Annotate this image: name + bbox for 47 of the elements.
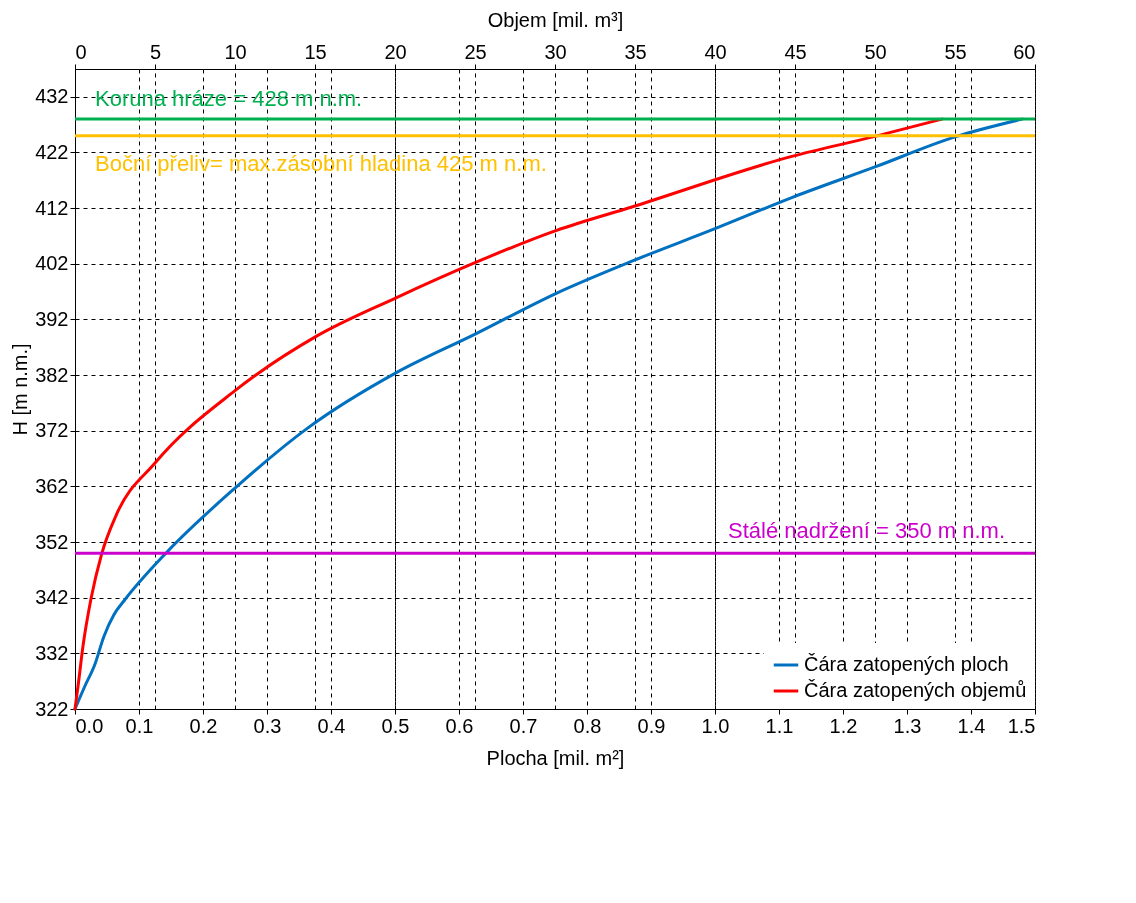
x2-tick-label: 20 bbox=[384, 40, 407, 63]
x2-tick-label: 50 bbox=[864, 40, 887, 63]
x-tick-label: 1.5 bbox=[1007, 714, 1036, 737]
x-tick-label: 0.5 bbox=[381, 714, 410, 737]
y-tick-label: 372 bbox=[35, 419, 69, 442]
y-tick-label: 422 bbox=[35, 140, 69, 163]
x2-axis-title: Objem [mil. m³] bbox=[487, 8, 624, 31]
x-tick-label: 0.0 bbox=[75, 714, 104, 737]
x-tick-label: 1.2 bbox=[829, 714, 858, 737]
x-tick-label: 1.4 bbox=[957, 714, 986, 737]
y-tick-label: 322 bbox=[35, 697, 69, 720]
x-axis-title: Plocha [mil. m²] bbox=[486, 746, 625, 769]
x-tick-label: 0.2 bbox=[189, 714, 218, 737]
y-axis-title: H [m n.m.] bbox=[9, 343, 32, 436]
x-tick-label: 1.1 bbox=[765, 714, 794, 737]
x-tick-label: 1.3 bbox=[893, 714, 922, 737]
y-tick-label: 432 bbox=[35, 85, 69, 108]
x2-tick-label: 45 bbox=[784, 40, 807, 63]
y-tick-label: 412 bbox=[35, 196, 69, 219]
y-tick-label: 362 bbox=[35, 474, 69, 497]
y-tick-label: 382 bbox=[35, 363, 69, 386]
y-tick-label: 342 bbox=[35, 586, 69, 609]
ref-line-label: Stálé nadržení = 350 m n.m. bbox=[728, 518, 1005, 544]
x2-tick-label: 25 bbox=[464, 40, 487, 63]
x-tick-label: 0.1 bbox=[125, 714, 154, 737]
x2-tick-label: 0 bbox=[75, 40, 87, 63]
x-tick-label: 0.4 bbox=[317, 714, 346, 737]
x2-tick-label: 15 bbox=[304, 40, 327, 63]
x2-tick-label: 5 bbox=[149, 40, 162, 63]
y-tick-label: 332 bbox=[35, 641, 69, 664]
x-tick-label: 0.6 bbox=[445, 714, 474, 737]
x2-tick-label: 35 bbox=[624, 40, 647, 63]
x2-tick-label: 55 bbox=[944, 40, 967, 63]
y-tick-label: 392 bbox=[35, 307, 69, 330]
y-tick-label: 352 bbox=[35, 530, 69, 553]
x2-tick-label: 60 bbox=[1013, 40, 1036, 63]
x-tick-label: 0.3 bbox=[253, 714, 282, 737]
x-tick-label: 0.9 bbox=[637, 714, 666, 737]
y-tick-label: 402 bbox=[35, 252, 69, 275]
x-tick-label: 0.8 bbox=[573, 714, 602, 737]
x2-tick-label: 10 bbox=[224, 40, 247, 63]
legend-label: Čára zatopených objemů bbox=[804, 679, 1027, 701]
x2-tick-label: 30 bbox=[544, 40, 567, 63]
legend-label: Čára zatopených ploch bbox=[804, 653, 1009, 675]
x2-tick-label: 40 bbox=[704, 40, 727, 63]
x-tick-label: 1.0 bbox=[701, 714, 730, 737]
x-tick-label: 0.7 bbox=[509, 714, 538, 737]
